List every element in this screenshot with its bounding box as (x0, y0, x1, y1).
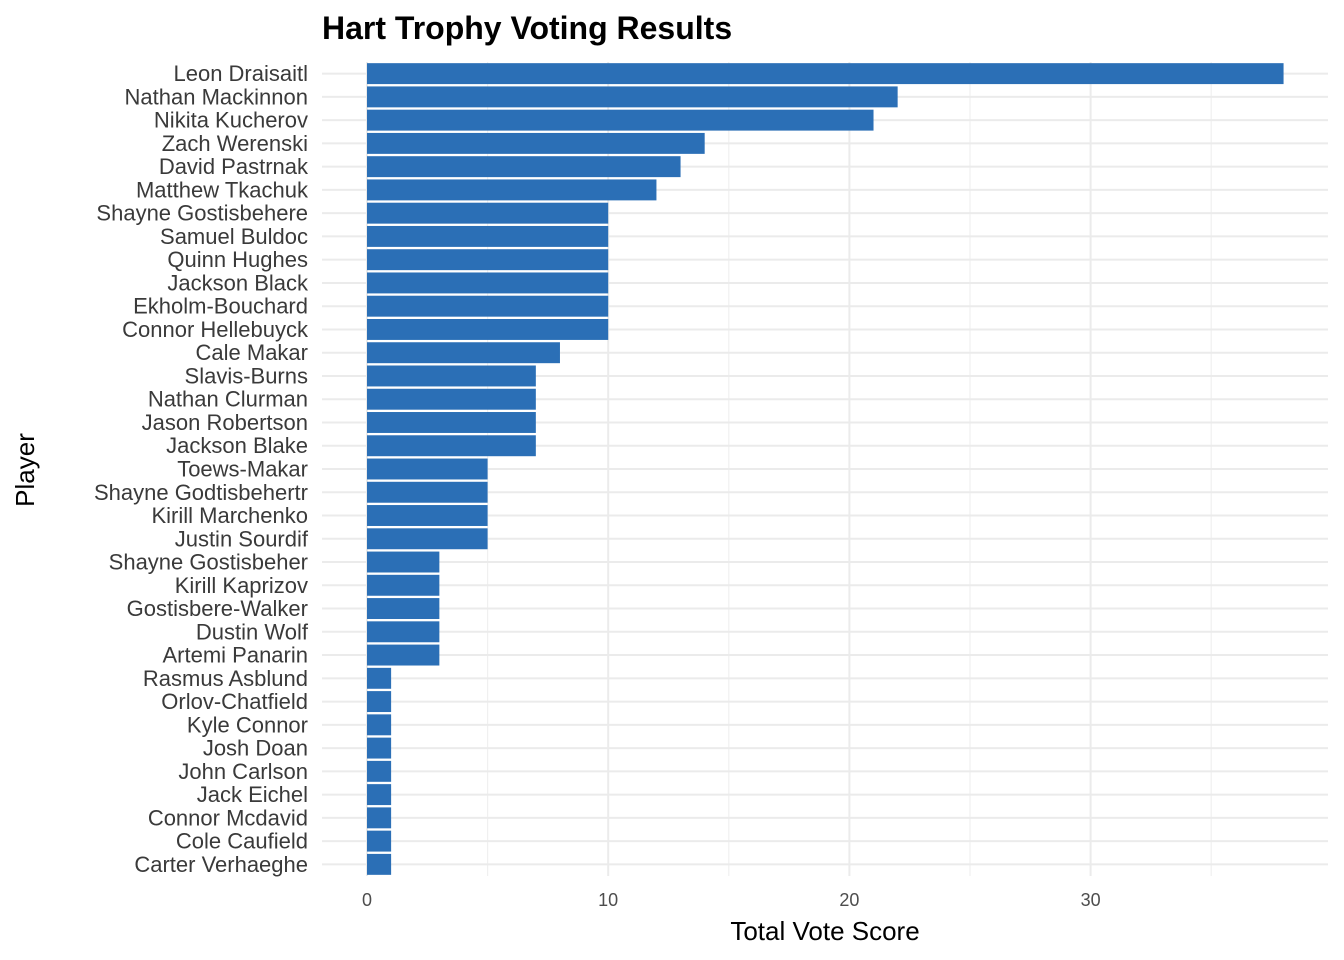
x-tick-label: 20 (839, 890, 859, 910)
bar (367, 458, 488, 480)
y-tick-label: Cole Caufield (176, 829, 308, 854)
y-tick-label: Josh Doan (203, 736, 308, 761)
x-tick-label: 0 (362, 890, 372, 910)
y-tick-label: Dustin Wolf (196, 619, 309, 644)
bar (367, 505, 488, 526)
y-tick-label: Jack Eichel (197, 782, 308, 807)
bar (367, 853, 392, 875)
bar (367, 598, 440, 620)
bar (367, 156, 681, 178)
y-tick-label: Nathan Clurman (148, 387, 308, 412)
y-tick-label: Shayne Godtisbehertr (94, 480, 308, 505)
y-tick-label: Ekholm-Bouchard (133, 294, 308, 319)
y-tick-label: Jackson Black (167, 270, 309, 295)
bar (367, 249, 609, 271)
y-tick-label: Kirill Kaprizov (175, 573, 308, 598)
y-axis-title: Player (10, 433, 40, 507)
bar (367, 784, 392, 806)
bar (367, 481, 488, 503)
y-tick-label: Jason Robertson (142, 410, 308, 435)
y-tick-label: Jackson Blake (166, 433, 308, 458)
bar (367, 109, 874, 131)
bar (367, 63, 1284, 85)
x-axis-title: Total Vote Score (730, 916, 919, 946)
x-tick-label: 10 (598, 890, 618, 910)
y-tick-label: Kirill Marchenko (152, 503, 309, 528)
bar (367, 435, 536, 457)
bar (367, 179, 657, 201)
y-tick-label: Connor Hellebuyck (122, 317, 309, 342)
y-tick-label: Artemi Panarin (162, 643, 308, 668)
y-tick-label: Orlov-Chatfield (161, 689, 308, 714)
bar (367, 691, 392, 713)
bar (367, 830, 392, 852)
bar (367, 714, 392, 736)
bar (367, 342, 560, 364)
y-tick-label: Cale Makar (196, 340, 308, 365)
bar (367, 760, 392, 782)
bar (367, 737, 392, 759)
y-tick-label: Kyle Connor (187, 712, 308, 737)
bar (367, 202, 609, 224)
y-tick-label: Gostisbere-Walker (127, 596, 308, 621)
y-tick-label: Samuel Buldoc (160, 224, 308, 249)
y-tick-label: Leon Draisaitl (173, 61, 308, 86)
y-tick-label: Justin Sourdif (175, 526, 309, 551)
y-tick-label: Connor Mcdavid (148, 805, 308, 830)
y-tick-label: Quinn Hughes (167, 247, 308, 272)
y-tick-label: John Carlson (178, 759, 308, 784)
bar (367, 86, 898, 108)
y-tick-label: David Pastrnak (159, 154, 309, 179)
y-tick-label: Toews-Makar (177, 457, 308, 482)
y-tick-label: Carter Verhaeghe (134, 852, 308, 877)
bar (367, 807, 392, 829)
bar (367, 574, 440, 596)
bar (367, 132, 705, 154)
y-tick-label: Zach Werenski (162, 131, 308, 156)
y-tick-label: Shayne Gostisbehere (96, 201, 308, 226)
y-tick-label: Matthew Tkachuk (136, 177, 309, 202)
chart-title: Hart Trophy Voting Results (322, 10, 732, 46)
y-tick-label: Nathan Mackinnon (125, 84, 308, 109)
bar (367, 667, 392, 689)
bar (367, 412, 536, 433)
bar (367, 528, 488, 550)
bars (367, 63, 1284, 875)
y-tick-label: Shayne Gostisbeher (109, 550, 308, 575)
bar (367, 272, 609, 294)
bar (367, 621, 440, 643)
bar (367, 318, 609, 340)
x-tick-labels: 0 10 20 30 (362, 890, 1101, 910)
bar (367, 365, 536, 387)
y-tick-label: Rasmus Asblund (143, 666, 308, 691)
x-tick-label: 30 (1081, 890, 1101, 910)
bar (367, 388, 536, 410)
bar (367, 295, 609, 317)
bar (367, 644, 440, 666)
y-tick-label: Slavis-Burns (185, 363, 308, 388)
bar (367, 551, 440, 573)
bar (367, 225, 609, 247)
y-tick-label: Nikita Kucherov (154, 108, 308, 133)
